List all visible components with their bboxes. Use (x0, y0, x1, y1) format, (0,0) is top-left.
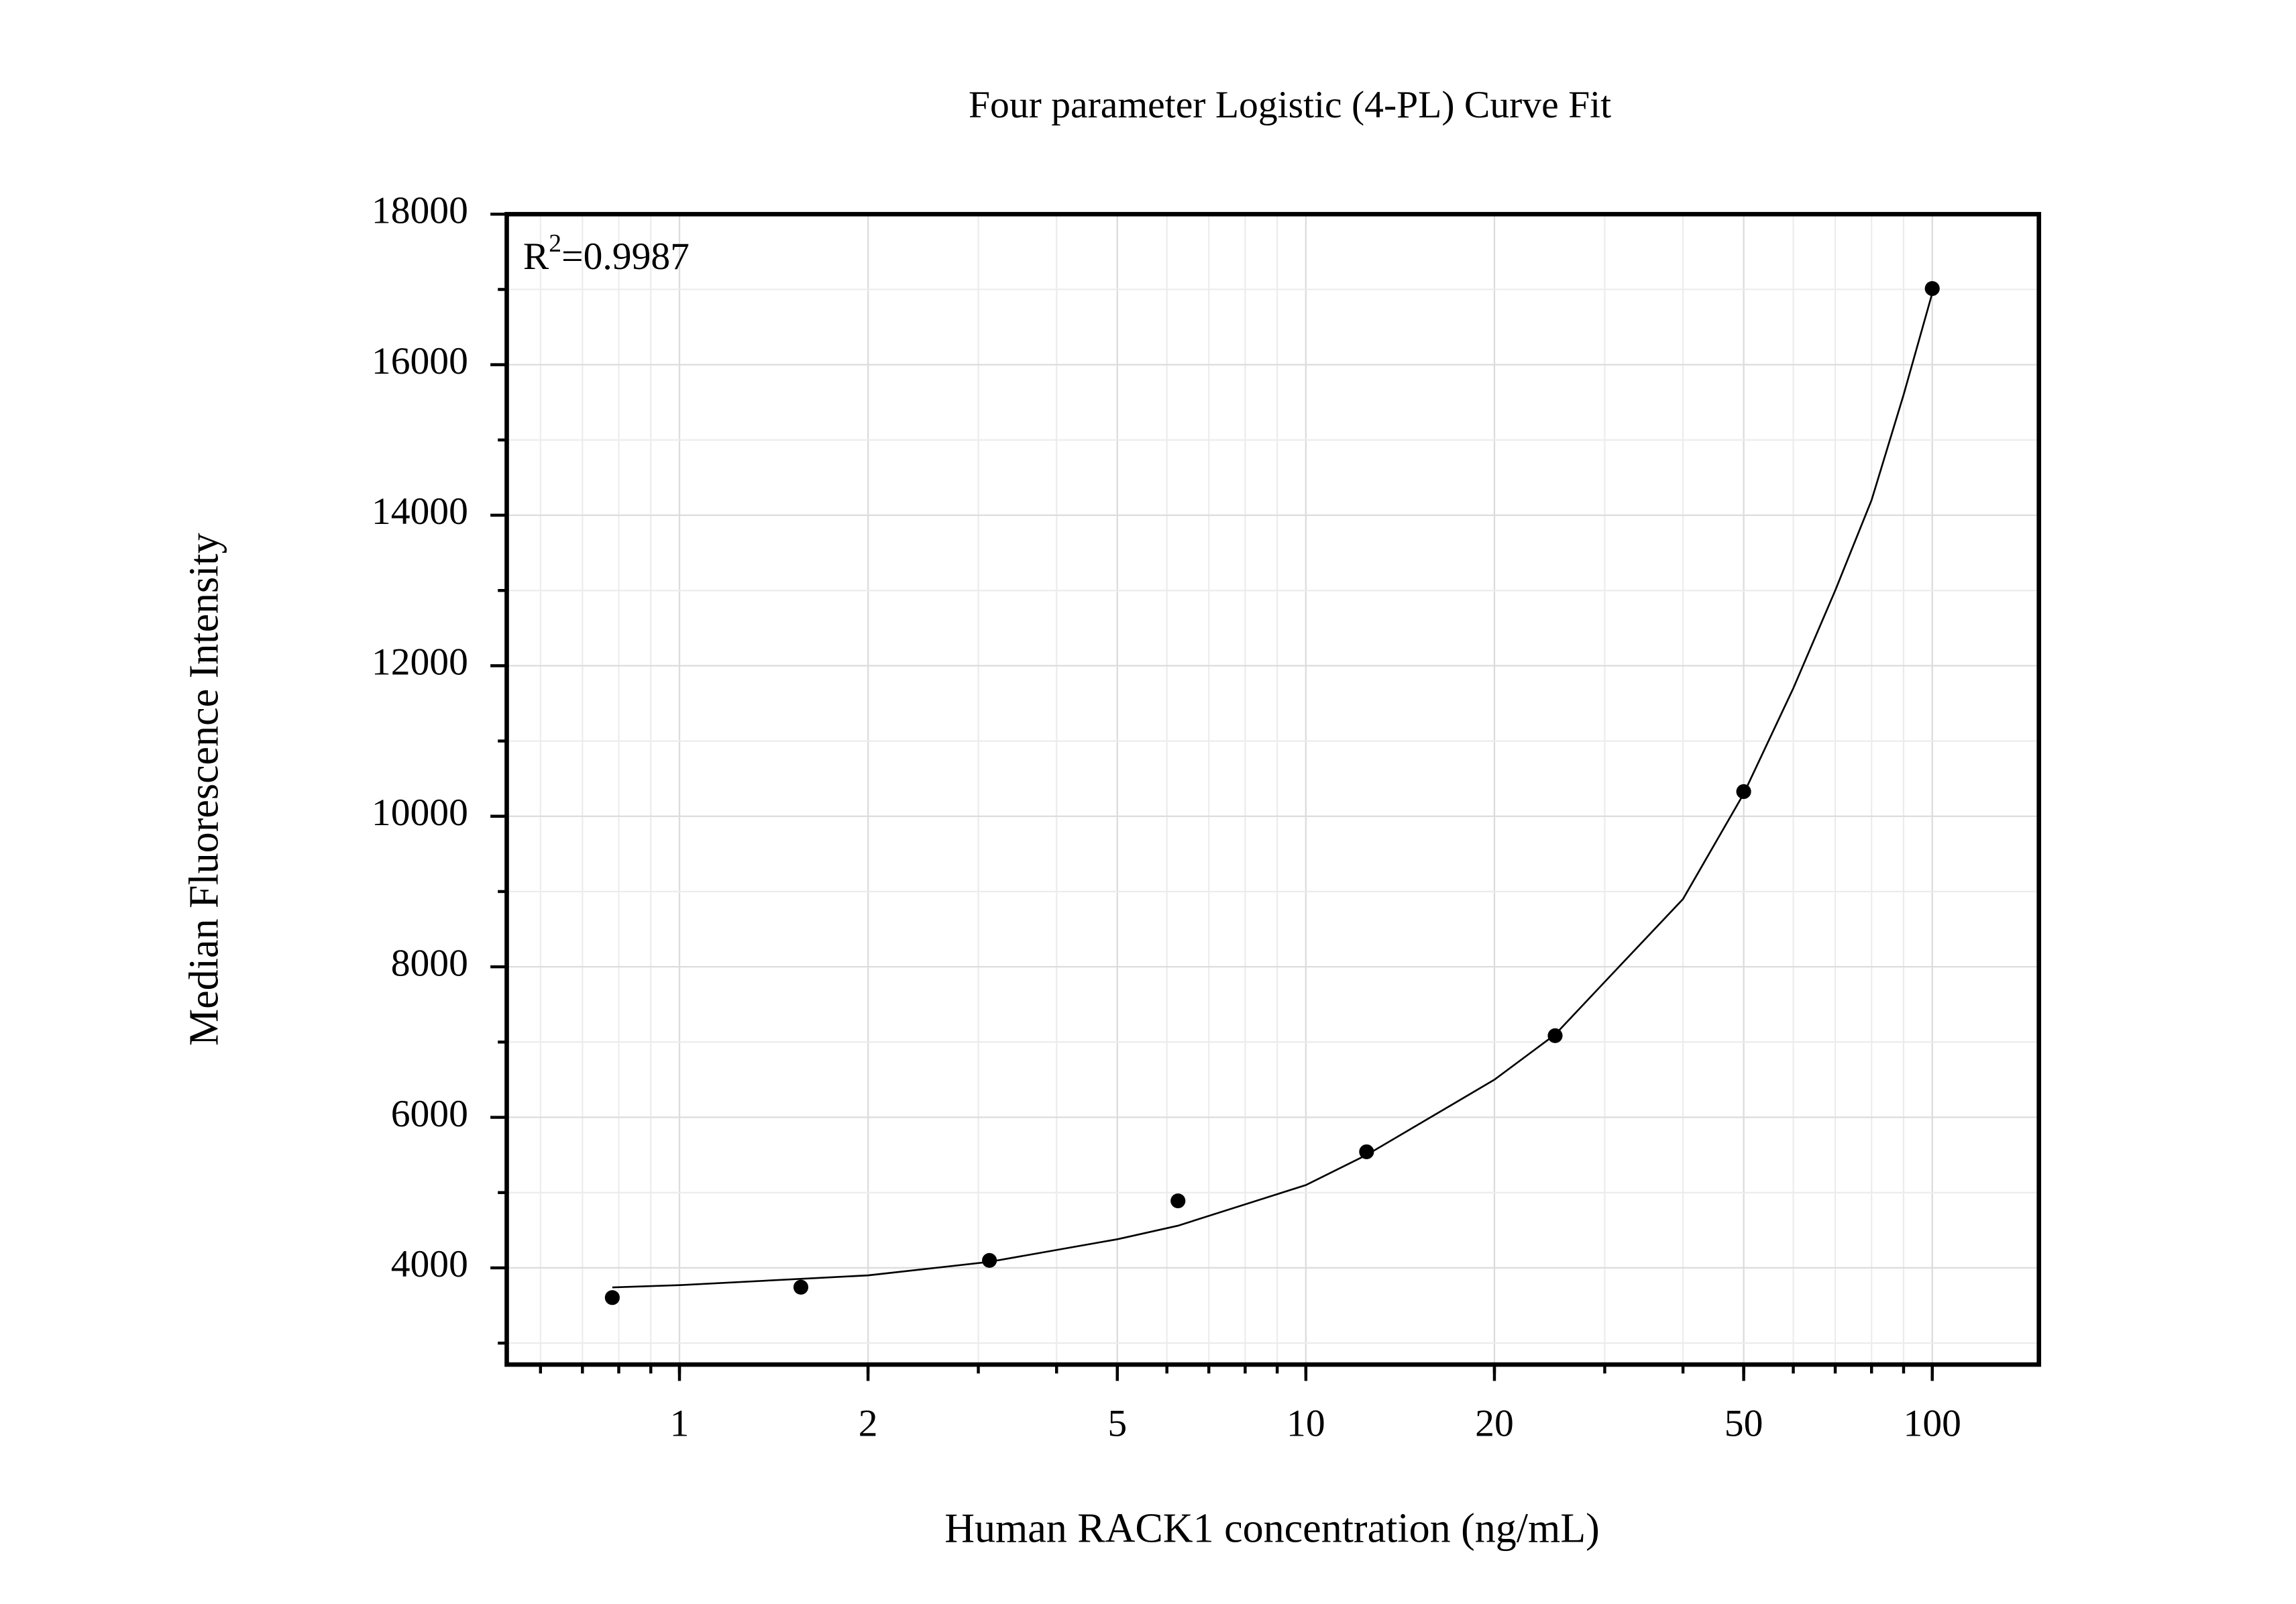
y-tick-label: 12000 (372, 641, 468, 684)
y-tick-label: 14000 (372, 490, 468, 533)
y-tick-label: 4000 (391, 1243, 468, 1285)
r-base: R (523, 235, 549, 278)
x-tick-label: 1 (670, 1402, 690, 1444)
data-point (1924, 281, 1940, 297)
fit-curve (612, 292, 1933, 1289)
x-tick-label: 50 (1725, 1402, 1763, 1444)
plot-frame (504, 211, 2042, 1367)
y-tick-label: 18000 (372, 189, 468, 231)
x-tick-label: 100 (1904, 1402, 1961, 1444)
data-point (1547, 1028, 1563, 1043)
x-tick-label: 2 (859, 1402, 878, 1444)
x-tick-label: 10 (1287, 1402, 1325, 1444)
y-tick-label: 6000 (391, 1093, 468, 1135)
x-tick-label: 5 (1107, 1402, 1127, 1444)
data-point (604, 1290, 620, 1305)
y-tick-label: 8000 (391, 942, 468, 984)
data-point (1736, 784, 1751, 800)
data-point (793, 1279, 809, 1295)
y-tick-label: 10000 (372, 792, 468, 834)
y-axis-label: Median Fluorescence Intensity (181, 533, 227, 1046)
data-point (982, 1252, 997, 1268)
r-value: =0.9987 (561, 235, 690, 278)
r-squared: R2=0.9987 (523, 229, 690, 278)
data-point (1359, 1144, 1374, 1159)
x-tick-label: 20 (1475, 1402, 1514, 1444)
data-point (1170, 1193, 1186, 1209)
grid (506, 213, 2039, 1365)
x-axis-label: Human RACK1 concentration (ng/mL) (944, 1506, 1600, 1552)
marks (490, 213, 1940, 1381)
r-superscript: 2 (549, 229, 561, 257)
y-tick-label: 16000 (372, 340, 468, 382)
chart-title: Four parameter Logistic (4-PL) Curve Fit (969, 84, 1611, 126)
